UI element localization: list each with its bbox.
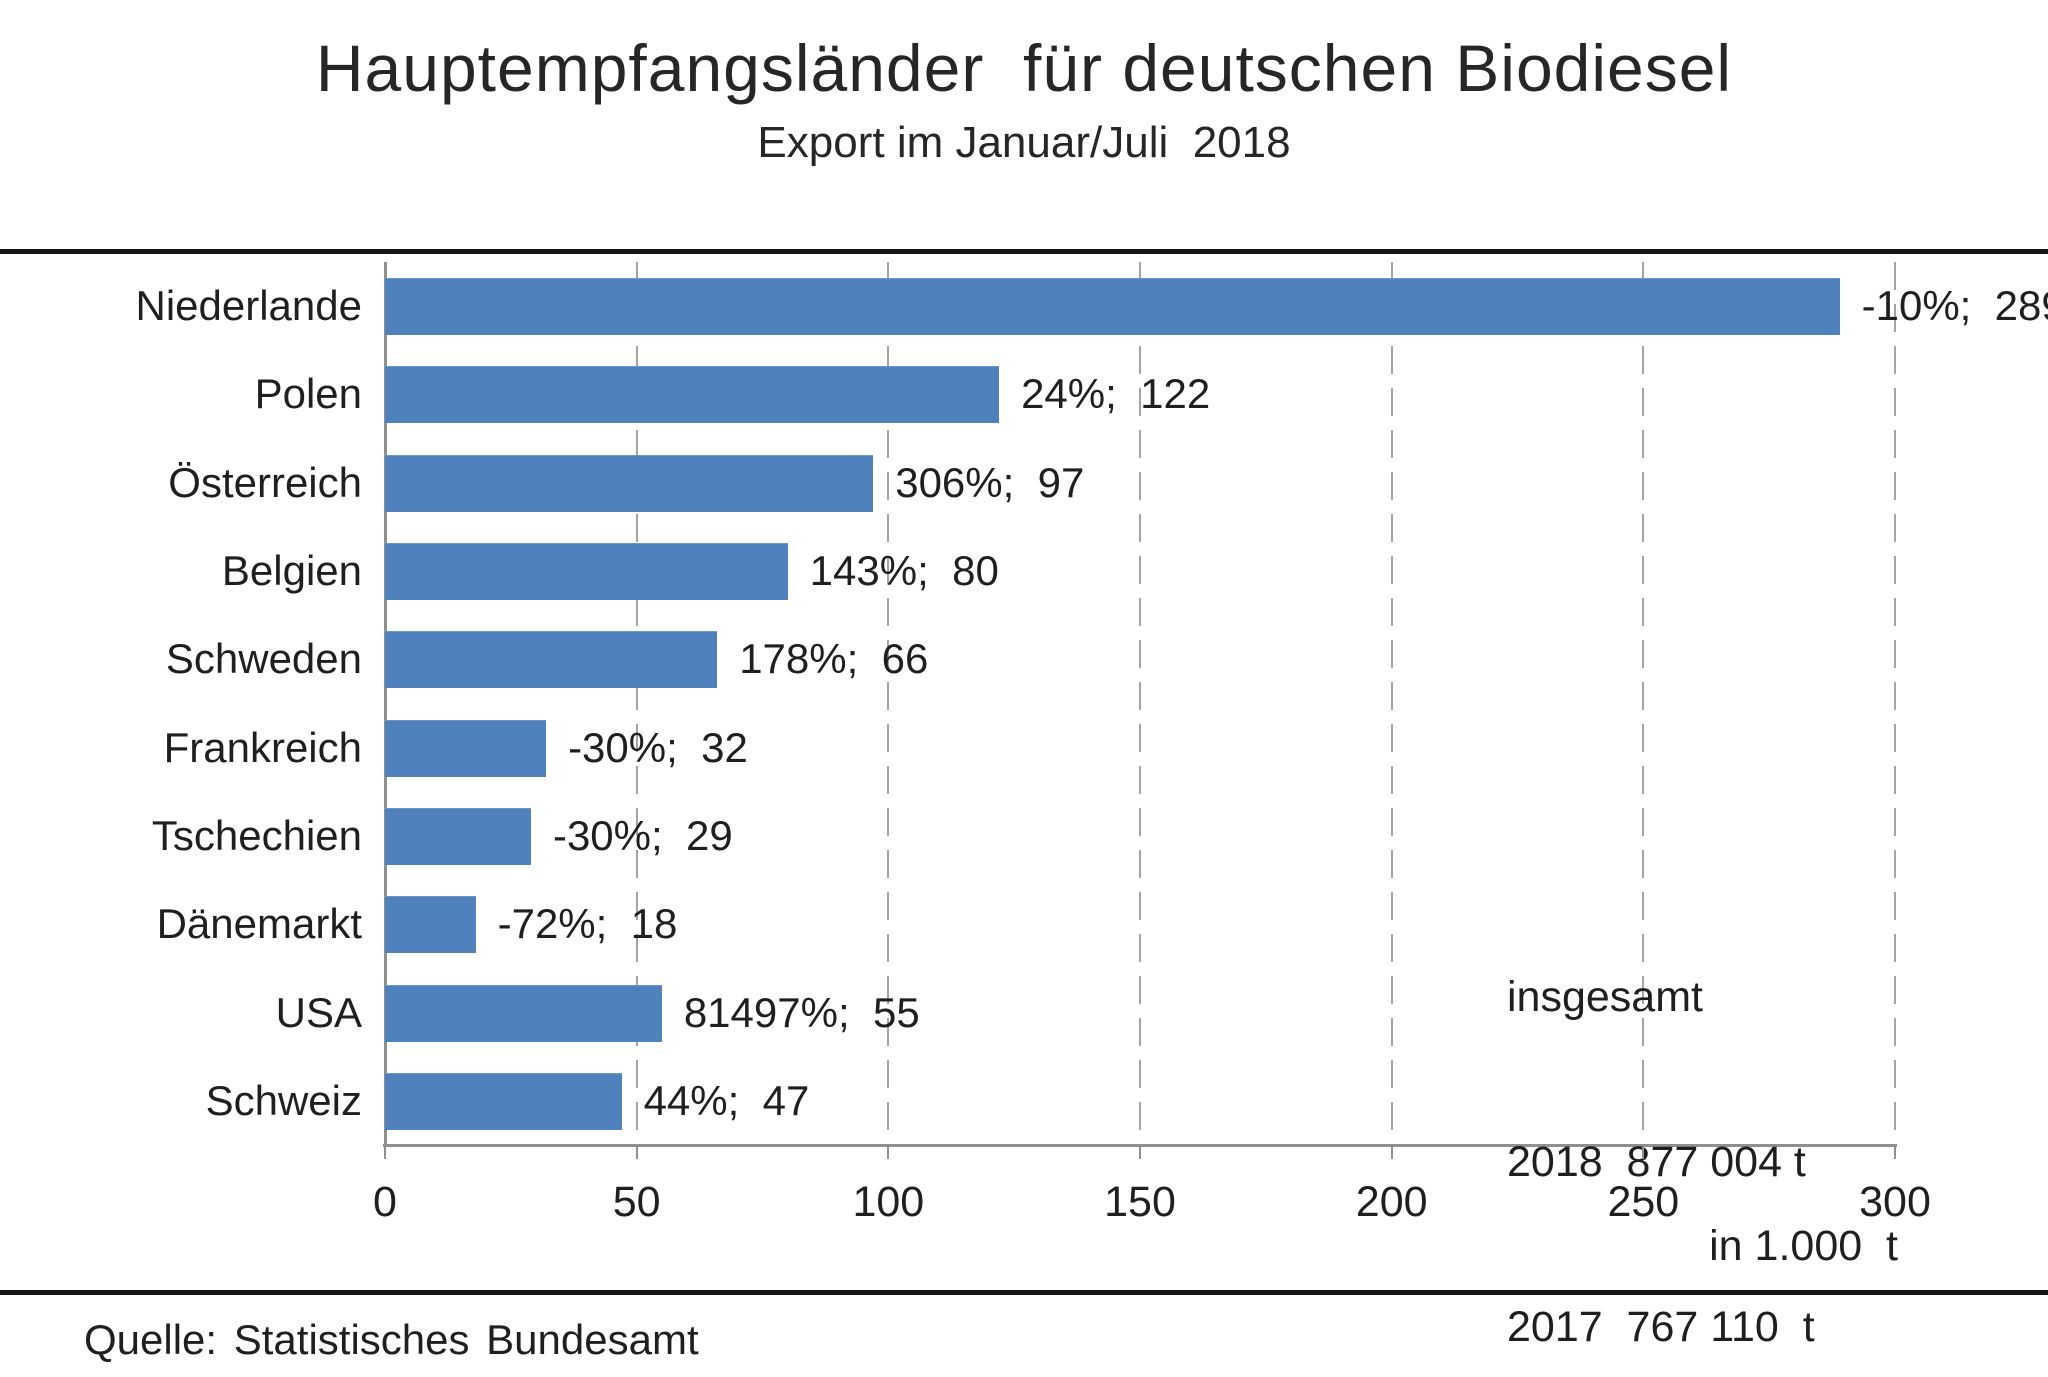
chart-subtitle: Export im Januar/Juli 2018 [757,118,1291,167]
bar-value-label: 143%; 80 [809,547,999,595]
category-label-österreich: Österreich [168,458,362,506]
bar-value-label: -30%; 32 [568,723,748,771]
bar-dänemarkt [385,896,476,954]
totals-line-2018: 2018 877 004 t [1507,1138,1806,1186]
bar-frankreich [385,719,547,777]
gridline-250 [1642,262,1645,1145]
totals-title: insgesamt [1507,973,1703,1021]
x-tick-label-250: 250 [1607,1178,1680,1226]
bar-niederlande [385,278,1840,336]
y-axis-baseline [384,262,387,1145]
bar-schweiz [385,1072,622,1130]
bar-tschechien [385,807,531,865]
x-tick-label-200: 200 [1355,1178,1428,1226]
totals-line-2017: 2017 767 110 t [1507,1303,1815,1351]
bar-value-label: -72%; 18 [497,900,678,948]
x-axis-tick-50 [635,1147,638,1159]
category-label-niederlande: Niederlande [135,282,363,330]
x-tick-label-300: 300 [1859,1178,1931,1226]
bar-usa [385,984,662,1042]
gridline-300 [1894,262,1896,1145]
bar-belgien [385,543,788,601]
category-label-tschechien: Tschechien [151,811,362,859]
source-note: Quelle: Statistisches Bundesamt [84,1316,699,1363]
x-tick-label-0: 0 [373,1178,397,1226]
x-axis-tick-0 [384,1147,386,1159]
x-axis-tick-200 [1390,1147,1393,1159]
top-divider [0,249,2048,254]
bar-value-label: -10%; 289 [1861,282,2048,330]
gridline-50 [635,262,638,1145]
totals-annotation: insgesamt 2018 877 004 t 2017 767 110 t [1507,860,1815,1377]
x-axis-tick-150 [1139,1147,1141,1159]
x-axis-unit-label: in 1.000 t [1709,1222,1898,1270]
x-axis-tick-250 [1642,1147,1645,1159]
plot-area: -10%; 289 24%; 122 306%; 97 143%; 80 178%; 6… [384,262,2048,1145]
x-tick-label-150: 150 [1104,1178,1176,1226]
bar-value-label: 81497%; 55 [683,988,920,1036]
gridline-200 [1390,262,1393,1145]
x-axis-tick-300 [1894,1147,1896,1159]
x-axis-line [383,1144,1897,1147]
category-label-dänemarkt: Dänemarkt [156,900,362,948]
category-label-schweiz: Schweiz [205,1076,362,1124]
bar-schweden [385,631,718,689]
bar-value-label: 44%; 47 [643,1076,810,1124]
category-label-belgien: Belgien [221,547,362,595]
category-label-frankreich: Frankreich [163,723,362,771]
category-label-schweden: Schweden [165,635,362,683]
bar-value-label: 178%; 66 [739,635,929,683]
gridline-150 [1139,262,1141,1145]
bar-value-label: 24%; 122 [1021,370,1211,418]
gridline-100 [887,262,890,1145]
x-tick-label-100: 100 [852,1178,925,1226]
x-axis-tick-100 [887,1147,890,1159]
chart-title: Hauptempfangsländer für deutschen Biodie… [315,31,1733,105]
bar-polen [385,366,1000,424]
x-tick-label-50: 50 [612,1178,661,1226]
bottom-divider [0,1290,2048,1295]
category-label-usa: USA [275,988,362,1036]
bar-österreich [385,454,874,512]
bar-value-label: -30%; 29 [552,811,733,859]
bar-value-label: 306%; 97 [895,458,1085,506]
category-label-polen: Polen [254,370,362,418]
